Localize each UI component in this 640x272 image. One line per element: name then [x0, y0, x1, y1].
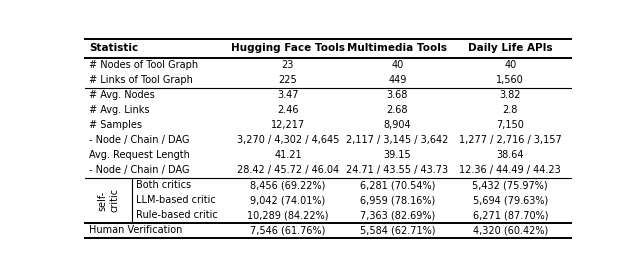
Text: # Avg. Links: # Avg. Links [89, 105, 149, 115]
Text: # Links of Tool Graph: # Links of Tool Graph [89, 75, 193, 85]
Text: 28.42 / 45.72 / 46.04: 28.42 / 45.72 / 46.04 [237, 165, 339, 175]
Text: Both critics: Both critics [136, 180, 191, 190]
Text: 12,217: 12,217 [271, 120, 305, 130]
Text: # Samples: # Samples [89, 120, 142, 130]
Text: # Avg. Nodes: # Avg. Nodes [89, 90, 155, 100]
Text: 4,320 (60.42%): 4,320 (60.42%) [473, 225, 548, 235]
Text: Statistic: Statistic [89, 43, 138, 53]
Text: 40: 40 [504, 60, 516, 70]
Text: 2.46: 2.46 [277, 105, 299, 115]
Text: 12.36 / 44.49 / 44.23: 12.36 / 44.49 / 44.23 [460, 165, 561, 175]
Text: 7,363 (82.69%): 7,363 (82.69%) [360, 210, 435, 220]
Text: 6,959 (78.16%): 6,959 (78.16%) [360, 195, 435, 205]
Text: LLM-based critic: LLM-based critic [136, 195, 215, 205]
Text: 2.68: 2.68 [387, 105, 408, 115]
Text: 24.71 / 43.55 / 43.73: 24.71 / 43.55 / 43.73 [346, 165, 449, 175]
Text: Daily Life APIs: Daily Life APIs [468, 43, 552, 53]
Text: 3.82: 3.82 [500, 90, 521, 100]
Text: # Nodes of Tool Graph: # Nodes of Tool Graph [89, 60, 198, 70]
Text: 9,042 (74.01%): 9,042 (74.01%) [250, 195, 326, 205]
Text: 38.64: 38.64 [497, 150, 524, 160]
Text: 3,270 / 4,302 / 4,645: 3,270 / 4,302 / 4,645 [237, 135, 339, 145]
Text: 3.68: 3.68 [387, 90, 408, 100]
Text: 225: 225 [278, 75, 297, 85]
Text: Avg. Request Length: Avg. Request Length [89, 150, 190, 160]
Text: 8,904: 8,904 [383, 120, 411, 130]
Text: self-
critic: self- critic [97, 188, 119, 212]
Text: 5,432 (75.97%): 5,432 (75.97%) [472, 180, 548, 190]
Text: 10,289 (84.22%): 10,289 (84.22%) [247, 210, 329, 220]
Text: 7,150: 7,150 [497, 120, 524, 130]
Text: 449: 449 [388, 75, 406, 85]
Text: 6,281 (70.54%): 6,281 (70.54%) [360, 180, 435, 190]
Text: 23: 23 [282, 60, 294, 70]
Text: 3.47: 3.47 [277, 90, 299, 100]
Text: 1,277 / 2,716 / 3,157: 1,277 / 2,716 / 3,157 [459, 135, 562, 145]
Text: 7,546 (61.76%): 7,546 (61.76%) [250, 225, 326, 235]
Text: 40: 40 [391, 60, 403, 70]
Text: Rule-based critic: Rule-based critic [136, 210, 218, 220]
Text: Hugging Face Tools: Hugging Face Tools [231, 43, 345, 53]
Text: 2.8: 2.8 [502, 105, 518, 115]
Text: 2,117 / 3,145 / 3,642: 2,117 / 3,145 / 3,642 [346, 135, 449, 145]
Text: 41.21: 41.21 [274, 150, 301, 160]
Text: 5,584 (62.71%): 5,584 (62.71%) [360, 225, 435, 235]
Text: Multimedia Tools: Multimedia Tools [348, 43, 447, 53]
Text: 39.15: 39.15 [383, 150, 411, 160]
Text: - Node / Chain / DAG: - Node / Chain / DAG [89, 135, 189, 145]
Text: Human Verification: Human Verification [89, 225, 182, 235]
Text: 1,560: 1,560 [497, 75, 524, 85]
Text: 5,694 (79.63%): 5,694 (79.63%) [473, 195, 548, 205]
Text: 8,456 (69.22%): 8,456 (69.22%) [250, 180, 326, 190]
Text: - Node / Chain / DAG: - Node / Chain / DAG [89, 165, 189, 175]
Text: 6,271 (87.70%): 6,271 (87.70%) [472, 210, 548, 220]
